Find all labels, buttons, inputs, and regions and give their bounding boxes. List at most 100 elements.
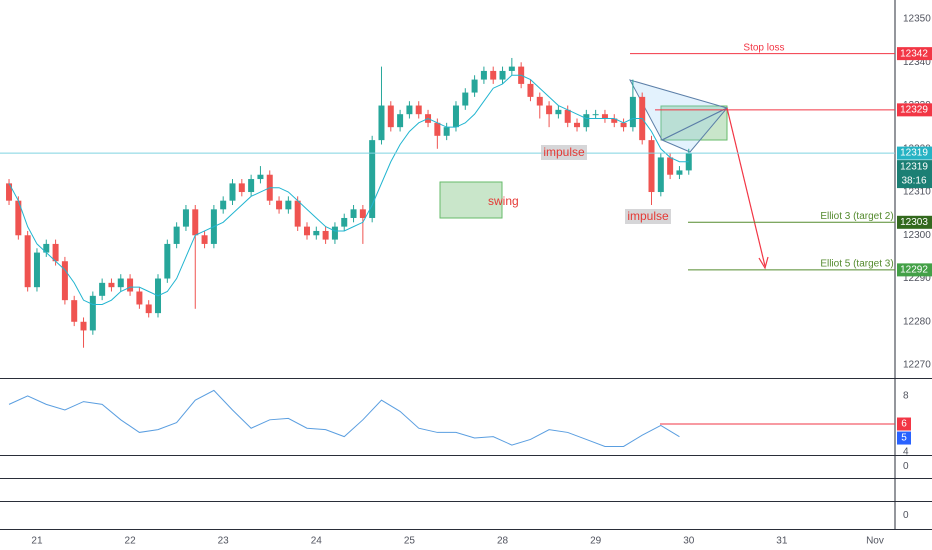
candle-body [480,70,487,80]
candle-body [611,118,618,123]
candle-body [406,105,413,115]
candle-body [415,105,422,115]
candle-body [99,282,106,296]
price-badge [897,146,932,160]
candle-body [117,278,124,288]
candle-body [555,109,562,115]
candle-body [201,235,208,244]
x-tick-label: 31 [776,536,788,547]
swing-label: swing [488,194,519,208]
price-badge [897,263,932,277]
countdown-label: 38:16 [901,176,926,187]
y-tick-label: 12270 [903,360,931,371]
candle-body [229,183,236,201]
target-box [660,105,728,141]
candle-body [192,209,199,236]
candle-body [238,183,245,193]
y-tick-label: 0 [903,461,909,472]
price-badge [897,103,932,117]
candle-body [33,252,40,288]
candle-body [313,230,320,236]
x-tick-label: 23 [218,536,230,547]
label-bg [541,145,587,160]
candle-body [6,183,13,201]
y-tick-label: 4 [903,447,909,458]
y-tick-label: 12310 [903,187,931,198]
candle-body [43,243,50,253]
price-line-label: Stop loss [743,42,784,53]
candle-body [257,174,264,180]
pattern-triangle [660,107,728,153]
projection-arrow [726,107,766,267]
x-tick-label: 29 [590,536,602,547]
last-price-label: 12319 [900,162,928,173]
candle-body [248,179,255,193]
y-tick-label: 8 [903,391,909,402]
impulse-label: impulse [543,145,585,159]
candle-body [331,226,338,240]
candle-body [71,300,78,322]
candle-body [24,235,31,288]
y-tick-label: 12350 [903,14,931,25]
x-tick-label: 21 [31,536,43,547]
candle-body [443,127,450,136]
candle-body [648,140,655,193]
impulse-label: impulse [627,209,669,223]
candle-body [303,226,310,236]
candle-body [182,209,189,227]
candle-body [620,122,627,128]
candle-body [350,209,357,218]
candle-body [145,304,152,314]
price-line-label: Elliot 5 (target 3) [820,259,893,270]
candle-body [294,200,301,227]
arrow-head [758,256,769,270]
candle-body [89,295,96,331]
candle-body [462,92,469,106]
last-price-badge [897,160,932,189]
candle-body [136,291,143,305]
candle-body [341,217,348,227]
candle-body [387,105,394,128]
swing-box [439,181,503,219]
x-tick-label: 24 [311,536,323,547]
candle-body [61,261,68,301]
moving-average [8,74,689,305]
candle-body [629,96,636,128]
label-bg [625,209,671,224]
candle-body [452,105,459,128]
x-tick-label: 22 [125,536,137,547]
candle-body [657,157,664,193]
candle-body [276,200,283,210]
x-tick-label: 28 [497,536,509,547]
candle-body [471,79,478,93]
price-badge [897,417,911,431]
candle-body [127,278,134,292]
y-tick-label: 12290 [903,273,931,284]
candle-body [536,96,543,106]
x-tick-label: Nov [866,536,884,547]
candle-body [490,70,497,80]
y-tick-label: 12280 [903,316,931,327]
candle-body [369,140,376,218]
price-badge-label: 5 [901,433,907,444]
candle-body [583,114,590,128]
candle-body [592,114,599,116]
candle-body [508,66,515,71]
candle-body [285,200,292,210]
price-badge-label: 12342 [900,48,928,59]
price-badge-label: 12329 [900,104,928,115]
candle-body [220,200,227,210]
price-badge-label: 12292 [900,265,928,276]
candle-body [667,157,674,175]
candle-body [378,105,385,141]
candle-body [601,114,608,119]
y-tick-label: 12340 [903,57,931,68]
candle-body [164,243,171,279]
y-tick-label: 12300 [903,230,931,241]
candle-body [574,122,581,128]
candle-body [676,170,683,175]
candle-body [359,209,366,218]
